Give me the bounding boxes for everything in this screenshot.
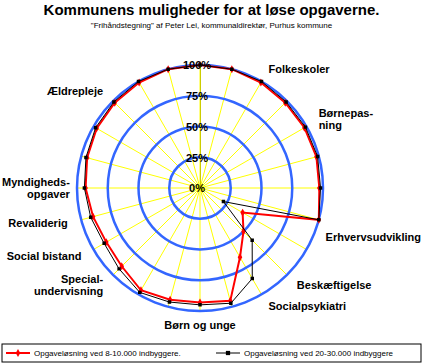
series-marker xyxy=(112,100,115,103)
series-marker xyxy=(137,79,142,87)
series-marker xyxy=(137,80,140,83)
plot: 0% 25% 50% 75% 100% Folkeskoler Børnepas-ning E… xyxy=(2,59,421,331)
category-label: Folkeskoler xyxy=(269,63,331,75)
tick: 25% xyxy=(186,152,208,164)
series-marker xyxy=(284,100,287,103)
category-label: Social bistand xyxy=(7,250,82,262)
tick-label: 50% xyxy=(186,121,208,133)
series-marker xyxy=(168,300,171,303)
series-marker xyxy=(238,253,243,261)
tick-label: 0% xyxy=(189,182,205,194)
tick: 0% xyxy=(189,182,205,194)
tick-label: 25% xyxy=(186,152,208,164)
legend: Opgaveløsning ved 8-10.000 indbyggere. Op… xyxy=(2,344,421,362)
series-marker xyxy=(317,184,322,192)
series-marker xyxy=(102,242,105,245)
series-marker xyxy=(198,298,203,306)
category-label: Special-undervisning xyxy=(34,273,103,297)
spoke xyxy=(200,188,287,275)
series-line xyxy=(84,65,320,305)
tick-label: 75% xyxy=(186,90,208,102)
category-label: Børnepas-ning xyxy=(319,107,374,131)
grid-ring xyxy=(108,96,293,281)
series-marker xyxy=(259,79,264,87)
series-marker xyxy=(222,200,225,203)
title: Kommunens muligheder for at løse opgaver… xyxy=(44,1,380,18)
legend-box xyxy=(2,344,421,362)
legend-marker xyxy=(226,351,230,355)
category-label: Børn og unge xyxy=(164,319,236,331)
tick-label: 100% xyxy=(183,59,211,71)
series-marker xyxy=(166,67,169,70)
series-marker xyxy=(198,303,201,306)
series-group xyxy=(83,61,323,307)
series-marker xyxy=(317,218,320,221)
series-marker xyxy=(84,156,87,159)
grid-rings xyxy=(77,65,323,311)
subtitle: "Frihåndstegning" af Peter Lei, kommunal… xyxy=(91,21,333,30)
series-marker xyxy=(89,216,92,219)
series-marker xyxy=(260,80,263,83)
series-marker xyxy=(83,186,86,189)
series-marker xyxy=(166,65,171,73)
category-label: Socialpsykiatri xyxy=(269,300,347,312)
series-marker xyxy=(230,67,233,70)
tick: 75% xyxy=(186,90,208,102)
legend-label: Opgaveløsning ved 20-30.000 indbyggere xyxy=(244,349,394,358)
series-marker xyxy=(251,277,254,280)
category-label: Erhvervsudvikling xyxy=(326,231,421,243)
series-marker xyxy=(94,126,97,129)
category-label: Revaliderig xyxy=(8,217,67,229)
series-marker xyxy=(304,125,307,128)
category-label: Beskæftigelse xyxy=(297,279,372,291)
grid-ring xyxy=(77,65,323,311)
series-marker xyxy=(230,65,235,73)
series-marker xyxy=(316,155,319,158)
series-marker xyxy=(319,186,322,189)
series-marker xyxy=(229,302,232,305)
series-marker xyxy=(83,184,88,192)
legend-marker xyxy=(16,349,21,357)
legend-label: Opgaveløsning ved 8-10.000 indbyggere. xyxy=(34,349,181,358)
category-label: Myndigheds-opgaver xyxy=(2,176,71,200)
y-axis: 0% 25% 50% 75% 100% xyxy=(183,59,211,194)
series-marker xyxy=(138,291,141,294)
tick: 50% xyxy=(186,121,208,133)
spokes xyxy=(77,65,323,311)
chart: Kommunens muligheder for at løse opgaver… xyxy=(0,0,423,364)
series-marker xyxy=(117,267,120,270)
category-label: Ældrepleje xyxy=(47,85,103,97)
tick: 100% xyxy=(183,59,211,71)
series-marker xyxy=(240,209,245,217)
category-labels: Folkeskoler Børnepas-ning Erhvervsudviklin… xyxy=(2,63,421,331)
series-marker xyxy=(250,238,253,241)
